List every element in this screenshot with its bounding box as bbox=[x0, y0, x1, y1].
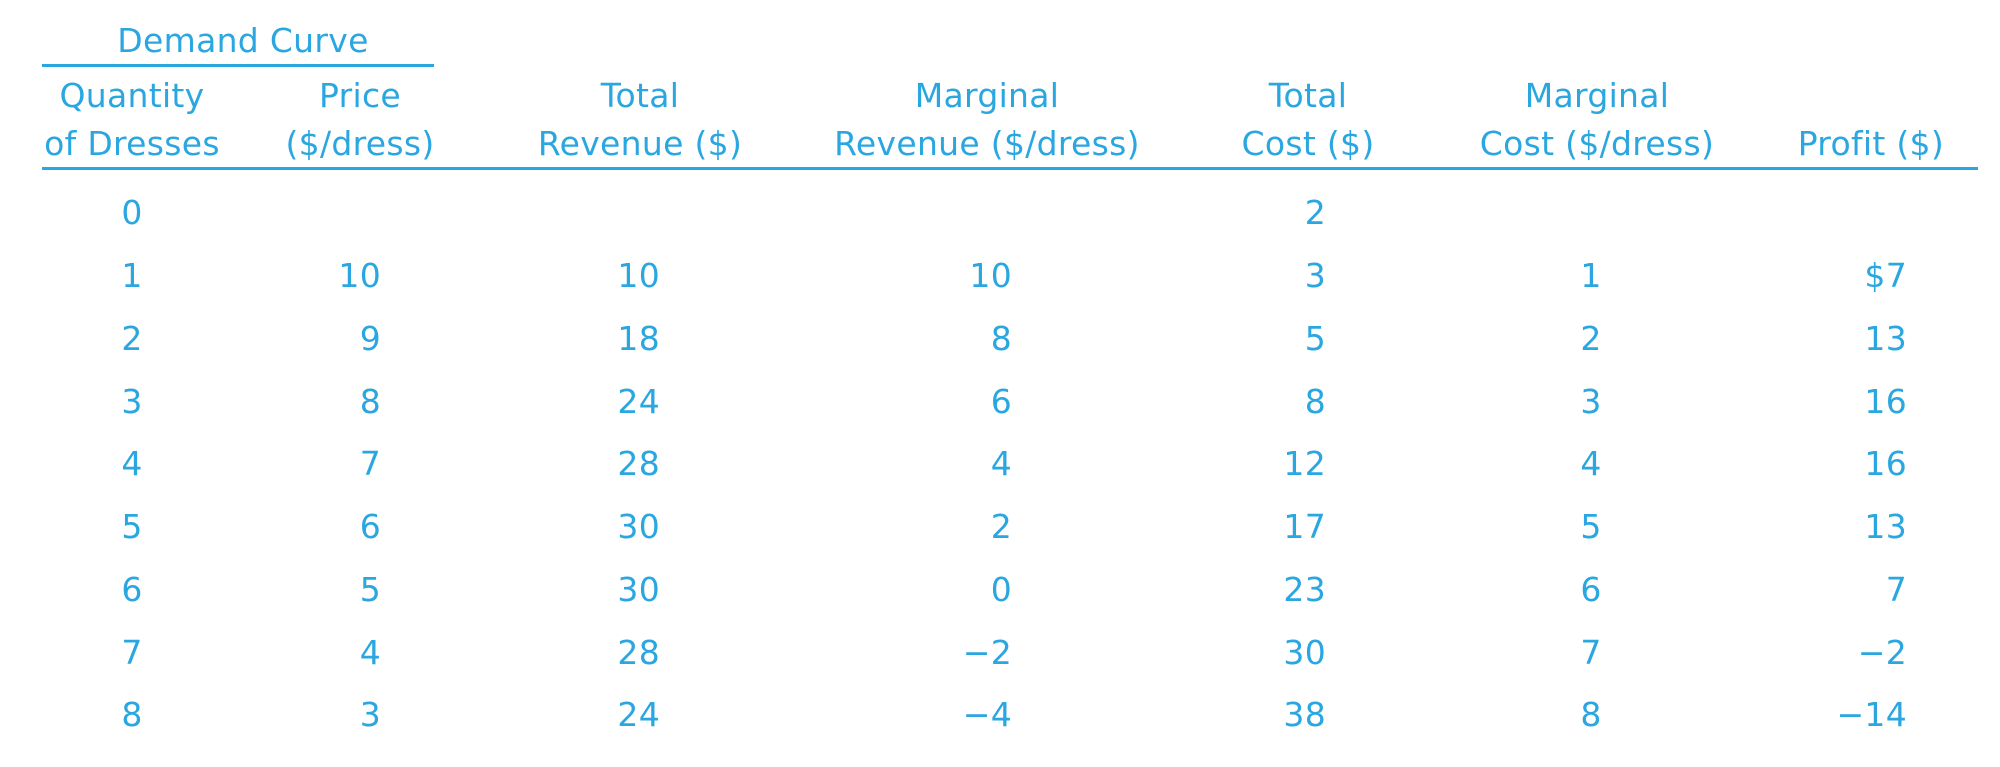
cell-marginal-cost: 7 bbox=[1580, 633, 1602, 672]
header-total-cost-line2: Cost ($) bbox=[1241, 124, 1375, 163]
cell-profit: 7 bbox=[1885, 570, 1907, 609]
cell-marginal-cost: 5 bbox=[1580, 507, 1602, 546]
cell-total-revenue: 30 bbox=[617, 570, 660, 609]
cell-quantity: 1 bbox=[121, 256, 143, 295]
cell-price: 10 bbox=[338, 256, 381, 295]
cell-total-cost: 8 bbox=[1304, 382, 1326, 421]
cell-quantity: 3 bbox=[121, 382, 143, 421]
cell-total-cost: 38 bbox=[1283, 695, 1326, 734]
cell-total-cost: 23 bbox=[1283, 570, 1326, 609]
header-price-line2: ($/dress) bbox=[285, 124, 435, 163]
cell-marginal-revenue: 10 bbox=[969, 256, 1012, 295]
cell-profit: 16 bbox=[1864, 444, 1907, 483]
header-total-cost-line1: Total bbox=[1268, 76, 1348, 115]
cell-quantity: 7 bbox=[121, 633, 143, 672]
cell-marginal-revenue: 6 bbox=[990, 382, 1012, 421]
cell-profit: 13 bbox=[1864, 319, 1907, 358]
cell-marginal-revenue: 4 bbox=[990, 444, 1012, 483]
header-total-revenue-line1: Total bbox=[600, 76, 680, 115]
header-quantity-line1: Quantity bbox=[59, 76, 205, 115]
cell-price: 3 bbox=[359, 695, 381, 734]
cell-total-cost: 5 bbox=[1304, 319, 1326, 358]
cell-price: 5 bbox=[359, 570, 381, 609]
cell-price: 7 bbox=[359, 444, 381, 483]
cell-marginal-revenue: −2 bbox=[962, 633, 1012, 672]
header-marginal-revenue-line2: Revenue ($/dress) bbox=[834, 124, 1140, 163]
group-header-demand-curve: Demand Curve bbox=[117, 21, 369, 60]
cell-total-revenue: 28 bbox=[617, 444, 660, 483]
cell-profit: −2 bbox=[1857, 633, 1907, 672]
cell-quantity: 0 bbox=[121, 193, 143, 232]
cell-total-revenue: 28 bbox=[617, 633, 660, 672]
cell-price: 9 bbox=[359, 319, 381, 358]
cell-profit: −14 bbox=[1836, 695, 1907, 734]
group-header-underline bbox=[42, 64, 434, 67]
cell-total-cost: 17 bbox=[1283, 507, 1326, 546]
cell-marginal-revenue: 8 bbox=[990, 319, 1012, 358]
header-price-line1: Price bbox=[318, 76, 402, 115]
header-marginal-cost-line2: Cost ($/dress) bbox=[1479, 124, 1715, 163]
cell-marginal-cost: 1 bbox=[1580, 256, 1602, 295]
cell-marginal-revenue: −4 bbox=[962, 695, 1012, 734]
cell-total-revenue: 10 bbox=[617, 256, 660, 295]
cell-total-cost: 30 bbox=[1283, 633, 1326, 672]
cell-total-revenue: 18 bbox=[617, 319, 660, 358]
cell-price: 6 bbox=[359, 507, 381, 546]
cell-total-cost: 2 bbox=[1304, 193, 1326, 232]
cell-total-cost: 12 bbox=[1283, 444, 1326, 483]
cell-price: 4 bbox=[359, 633, 381, 672]
cell-total-revenue: 24 bbox=[617, 695, 660, 734]
cell-quantity: 5 bbox=[121, 507, 143, 546]
cell-quantity: 6 bbox=[121, 570, 143, 609]
cell-price: 8 bbox=[359, 382, 381, 421]
cell-marginal-cost: 6 bbox=[1580, 570, 1602, 609]
header-divider bbox=[42, 167, 1978, 170]
cell-total-cost: 3 bbox=[1304, 256, 1326, 295]
header-marginal-cost-line1: Marginal bbox=[1524, 76, 1670, 115]
cell-quantity: 4 bbox=[121, 444, 143, 483]
header-profit-line2: Profit ($) bbox=[1797, 124, 1944, 163]
cell-total-revenue: 24 bbox=[617, 382, 660, 421]
cell-profit: $7 bbox=[1864, 256, 1907, 295]
cell-profit: 16 bbox=[1864, 382, 1907, 421]
cell-quantity: 8 bbox=[121, 695, 143, 734]
header-marginal-revenue-line1: Marginal bbox=[914, 76, 1060, 115]
cell-marginal-cost: 4 bbox=[1580, 444, 1602, 483]
cell-marginal-revenue: 0 bbox=[990, 570, 1012, 609]
header-quantity-line2: of Dresses bbox=[44, 124, 220, 163]
cell-marginal-cost: 8 bbox=[1580, 695, 1602, 734]
cell-profit: 13 bbox=[1864, 507, 1907, 546]
cell-marginal-cost: 3 bbox=[1580, 382, 1602, 421]
cell-marginal-revenue: 2 bbox=[990, 507, 1012, 546]
cell-quantity: 2 bbox=[121, 319, 143, 358]
cell-total-revenue: 30 bbox=[617, 507, 660, 546]
header-total-revenue-line2: Revenue ($) bbox=[537, 124, 743, 163]
cell-marginal-cost: 2 bbox=[1580, 319, 1602, 358]
